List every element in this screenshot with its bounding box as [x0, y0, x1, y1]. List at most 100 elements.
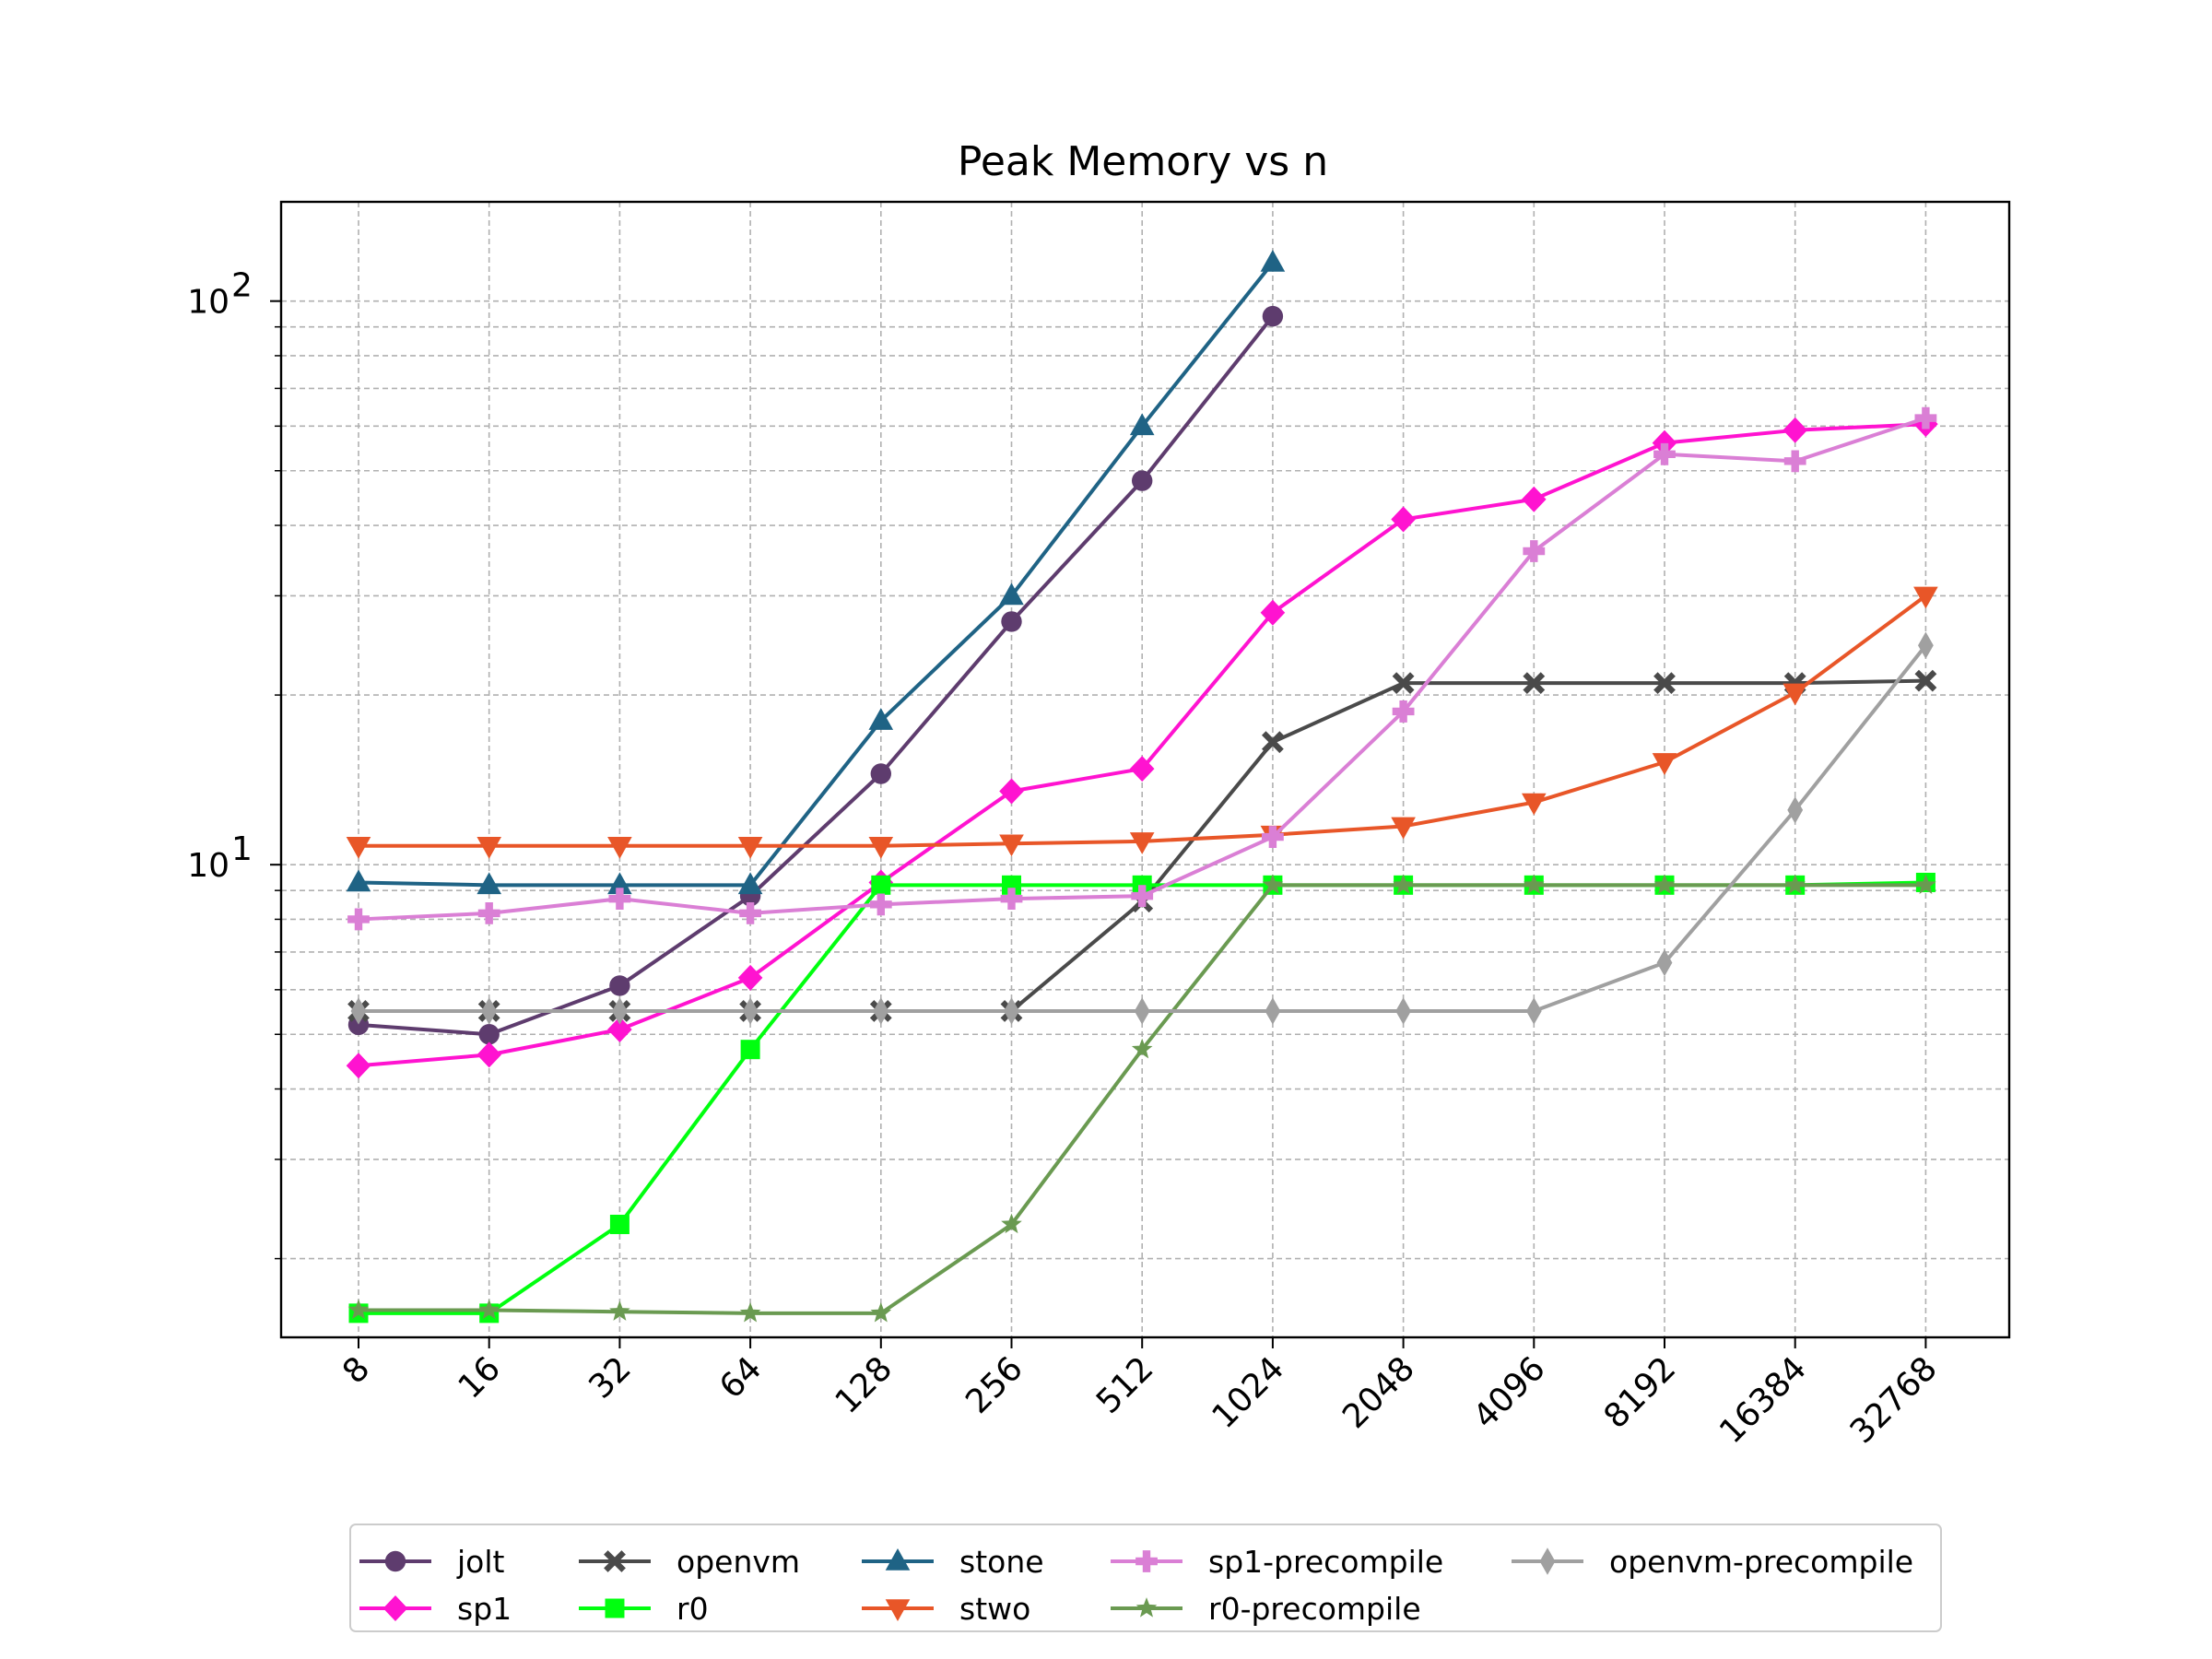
legend-label: sp1 — [457, 1591, 512, 1627]
data-point-sp1 — [607, 1016, 632, 1042]
legend-marker-sp1-precompile — [1135, 1550, 1158, 1572]
series-openvm-precompile — [350, 631, 1934, 1025]
y-tick-label-exponent: 1 — [231, 830, 253, 868]
data-point-sp1 — [1391, 506, 1416, 533]
data-point-r0-precompile — [609, 1300, 630, 1321]
data-point-sp1-precompile — [869, 893, 892, 916]
data-point-openvm-precompile — [1787, 796, 1804, 824]
data-point-openvm — [1262, 731, 1284, 754]
data-point-r0-precompile — [1523, 874, 1545, 894]
data-point-r0 — [1002, 875, 1021, 895]
data-point-openvm-precompile — [350, 997, 367, 1025]
data-point-sp1 — [737, 964, 763, 991]
data-point-openvm-precompile — [1918, 631, 1934, 659]
data-point-sp1 — [1783, 417, 1807, 443]
data-point-openvm-precompile — [1265, 997, 1281, 1025]
data-point-r0 — [609, 1214, 629, 1234]
data-point-r0-precompile — [1393, 874, 1414, 894]
data-point-stwo — [868, 836, 894, 859]
data-point-stone — [868, 708, 894, 730]
data-point-r0-precompile — [1915, 874, 1936, 894]
data-point-openvm-precompile — [1525, 997, 1542, 1025]
legend-marker-openvm-precompile — [1539, 1547, 1556, 1575]
data-point-sp1-precompile — [1131, 885, 1154, 908]
data-point-stone — [346, 869, 371, 892]
data-point-sp1 — [1129, 756, 1155, 782]
data-point-stone — [1260, 249, 1286, 272]
legend-entry-openvm: openvm — [579, 1544, 800, 1580]
data-point-openvm — [1392, 672, 1415, 695]
data-point-stwo — [607, 836, 632, 859]
data-point-stone — [477, 872, 501, 895]
legend: jolt sp1 openvm r0 stone stwo sp1-precompile r0… — [349, 1524, 1942, 1632]
data-point-stwo — [1913, 586, 1938, 609]
data-point-r0-precompile — [1131, 1038, 1153, 1059]
series-line-jolt — [358, 314, 1275, 1037]
data-point-stwo — [1391, 817, 1416, 840]
data-point-sp1-precompile — [1783, 450, 1806, 473]
data-point-stwo — [737, 836, 763, 859]
data-point-jolt — [609, 975, 630, 996]
series-layer — [346, 249, 1938, 1324]
data-point-stone — [999, 582, 1024, 606]
legend-marker-sp1 — [382, 1595, 408, 1621]
data-point-sp1-precompile — [1000, 888, 1023, 911]
data-point-stwo — [1783, 683, 1807, 706]
legend-marker-stwo — [885, 1599, 911, 1621]
data-point-stwo — [346, 836, 371, 859]
data-point-r0-precompile — [478, 1299, 500, 1320]
legend-label: stone — [959, 1544, 1044, 1580]
legend-label: openvm — [677, 1544, 800, 1580]
legend-label: r0-precompile — [1208, 1591, 1421, 1627]
data-point-stwo — [1129, 832, 1155, 854]
data-point-sp1-precompile — [1262, 826, 1284, 848]
series-r0-precompile — [347, 874, 1936, 1323]
legend-marker-r0-precompile — [1135, 1597, 1158, 1618]
data-point-sp1-precompile — [608, 888, 631, 911]
legend-entry-r0-precompile: r0-precompile — [1111, 1591, 1421, 1627]
data-point-openvm-precompile — [742, 997, 759, 1025]
series-sp1-precompile — [347, 406, 1937, 931]
y-tick-label: 10 — [187, 847, 229, 885]
data-point-sp1-precompile — [477, 901, 500, 924]
data-point-r0-precompile — [347, 1299, 370, 1320]
data-point-openvm-precompile — [612, 997, 628, 1025]
data-point-openvm-precompile — [1395, 997, 1411, 1025]
plot-frame — [279, 200, 2011, 1339]
data-point-openvm-precompile — [1656, 948, 1673, 977]
series-stone — [346, 249, 1286, 895]
legend-marker-stone — [885, 1548, 911, 1571]
data-point-sp1 — [1260, 599, 1286, 626]
data-point-sp1-precompile — [1523, 540, 1546, 562]
legend-marker-r0 — [605, 1598, 625, 1618]
legend-label: r0 — [677, 1591, 709, 1627]
series-line-stone — [358, 261, 1275, 888]
data-point-stwo — [1522, 793, 1547, 816]
data-point-stone — [1129, 413, 1155, 436]
data-point-openvm-precompile — [1004, 997, 1019, 1025]
data-point-sp1 — [1652, 429, 1677, 456]
legend-label: jolt — [456, 1544, 505, 1580]
legend-label: stwo — [959, 1591, 1030, 1627]
data-point-sp1-precompile — [1914, 406, 1937, 429]
legend-entry-stwo: stwo — [862, 1591, 1030, 1627]
legend-entry-sp1: sp1 — [359, 1591, 512, 1627]
data-point-r0-precompile — [870, 1301, 892, 1323]
data-point-r0-precompile — [1262, 874, 1284, 894]
data-point-r0-precompile — [739, 1301, 761, 1323]
chart-title: Peak Memory vs n — [958, 138, 1328, 185]
data-point-jolt — [478, 1024, 500, 1045]
data-point-openvm — [1523, 672, 1546, 695]
data-point-stone — [737, 872, 763, 895]
legend-marker-openvm — [604, 1550, 626, 1572]
data-point-openvm — [1653, 672, 1676, 695]
data-point-r0-precompile — [1001, 1213, 1022, 1234]
data-point-stwo — [999, 834, 1024, 857]
data-point-sp1-precompile — [739, 901, 761, 924]
data-point-stwo — [1652, 753, 1677, 775]
data-point-jolt — [1001, 611, 1022, 632]
data-point-r0-precompile — [1784, 874, 1806, 894]
data-point-sp1 — [1522, 486, 1547, 512]
